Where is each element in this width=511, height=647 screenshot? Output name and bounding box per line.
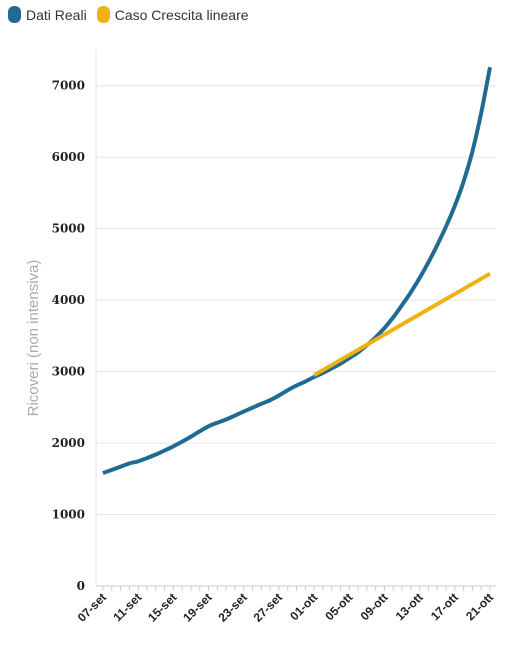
- legend-label-dati-reali: Dati Reali: [26, 6, 87, 23]
- legend-label-crescita-lineare: Caso Crescita lineare: [114, 6, 249, 23]
- x-tick-label: 23-set: [215, 590, 249, 624]
- series-line-crescita-lineare: [313, 271, 491, 377]
- y-tick-label: 1000: [52, 508, 85, 522]
- x-tick-label: 01-ott: [287, 590, 320, 623]
- y-axis-label: Ricoveri (non intensiva): [25, 260, 42, 417]
- legend-swatch-dati-reali: [8, 6, 21, 23]
- y-tick-label: 6000: [52, 150, 85, 164]
- x-tick-label: 17-ott: [428, 590, 461, 623]
- y-tick-label: 5000: [52, 222, 85, 236]
- x-tick-label: 15-set: [145, 590, 179, 624]
- x-tick-label: 21-ott: [463, 590, 496, 623]
- y-tick-label: 4000: [52, 293, 85, 307]
- x-tick-label: 09-ott: [358, 590, 391, 623]
- series-line-dati-reali: [102, 66, 492, 475]
- x-tick-label: 19-set: [180, 590, 214, 624]
- y-tick-label: 2000: [52, 436, 85, 450]
- legend-item-crescita-lineare[interactable]: Caso Crescita lineare: [96, 6, 249, 23]
- x-tick-label: 27-set: [251, 590, 285, 624]
- x-tick-label: 07-set: [75, 590, 109, 624]
- x-tick-label: 11-set: [110, 590, 144, 624]
- y-tick-label: 3000: [52, 365, 85, 379]
- legend: Dati Reali Caso Crescita lineare: [8, 6, 259, 23]
- y-tick-label: 7000: [52, 79, 85, 93]
- x-tick-label: 05-ott: [322, 590, 355, 623]
- y-tick-label: 0: [77, 579, 85, 593]
- legend-swatch-crescita-lineare: [96, 6, 110, 23]
- x-tick-label: 13-ott: [393, 590, 426, 623]
- legend-item-dati-reali[interactable]: Dati Reali: [8, 6, 87, 23]
